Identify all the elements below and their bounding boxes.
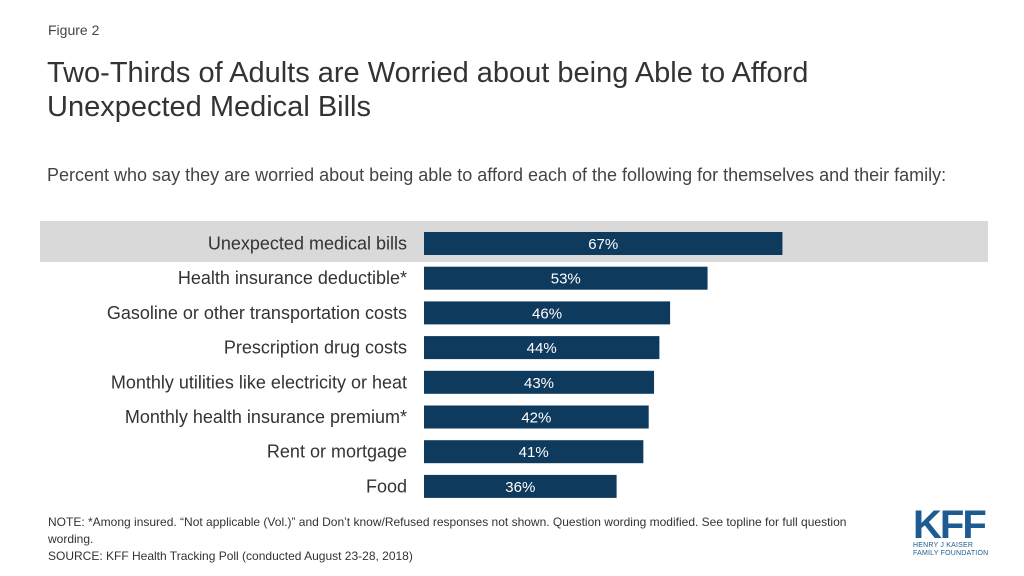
bar-food [424, 474, 617, 498]
chart-subtitle: Percent who say they are worried about b… [47, 165, 947, 185]
bar-prescription-drug-costs [424, 336, 660, 360]
bar-rent-or-mortgage [424, 440, 644, 464]
logo-line-1: HENRY J KAISER [913, 542, 974, 549]
logo-line-2: FAMILY FOUNDATION [913, 550, 989, 557]
figure-label: Figure 2 [48, 22, 100, 38]
category-label-unexpected-medical-bills: Unexpected medical bills [208, 234, 407, 254]
chart-source: SOURCE: KFF Health Tracking Poll (conduc… [48, 549, 413, 563]
chart-note: NOTE: *Among insured. “Not applicable (V… [48, 515, 847, 546]
value-label-health-insurance-deductible: 53% [551, 271, 581, 288]
value-label-rent-or-mortgage: 41% [519, 444, 549, 461]
category-label-prescription-drug-costs: Prescription drug costs [224, 338, 407, 358]
category-label-monthly-utilities-like-electricity-or-heat: Monthly utilities like electricity or he… [111, 372, 407, 392]
kff-logo: KFF HENRY J KAISER FAMILY FOUNDATION [913, 503, 993, 560]
category-label-gasoline-or-other-transportation-costs: Gasoline or other transportation costs [107, 303, 407, 323]
value-label-gasoline-or-other-transportation-costs: 46% [532, 305, 562, 322]
value-label-food: 36% [505, 479, 535, 496]
bar-health-insurance-deductible [424, 266, 708, 290]
bar-gasoline-or-other-transportation-costs [424, 301, 671, 325]
category-label-rent-or-mortgage: Rent or mortgage [267, 442, 407, 462]
logo-mark: KFF [913, 503, 987, 547]
value-label-unexpected-medical-bills: 67% [588, 236, 618, 253]
bar-monthly-utilities-like-electricity-or-heat [424, 370, 655, 394]
bar-chart: Unexpected medical bills 67% Health insura… [107, 232, 783, 498]
value-label-monthly-health-insurance-premium: 42% [521, 410, 551, 427]
value-label-monthly-utilities-like-electricity-or-heat: 43% [524, 375, 554, 392]
category-label-health-insurance-deductible: Health insurance deductible* [178, 268, 407, 288]
bar-monthly-health-insurance-premium [424, 405, 649, 429]
category-label-monthly-health-insurance-premium: Monthly health insurance premium* [125, 407, 407, 427]
category-label-food: Food [366, 476, 407, 496]
value-label-prescription-drug-costs: 44% [527, 340, 557, 357]
bar-unexpected-medical-bills [424, 232, 783, 255]
chart-title: Two-Thirds of Adults are Worried about b… [47, 57, 809, 123]
